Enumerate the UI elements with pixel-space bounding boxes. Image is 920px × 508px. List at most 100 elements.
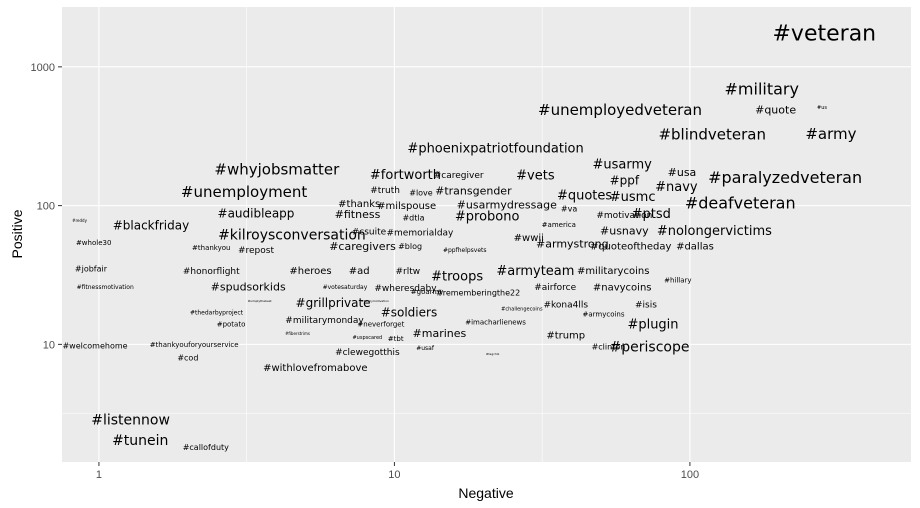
word-label: #whole30: [76, 239, 111, 247]
word-label: #tunein: [112, 433, 168, 449]
word-label: #rltw: [395, 267, 420, 277]
word-label: #honorflight: [183, 267, 240, 277]
word-label: #fitness: [335, 208, 381, 221]
word-label: #repost: [238, 246, 274, 256]
word-label: #armyteam: [496, 264, 574, 279]
word-label: #fiberstrims: [285, 331, 310, 336]
word-label: #grillprivate: [296, 296, 371, 310]
word-label: #deafveteran: [685, 193, 796, 212]
word-labels: #veteran #military #unemployedveteran #quot…: [62, 21, 876, 451]
word-label: #army: [805, 125, 856, 143]
word-label: #navy: [655, 180, 698, 195]
word-label: #trump: [546, 330, 585, 341]
word-label: #ptsd: [632, 207, 671, 222]
word-label: #blindveteran: [658, 125, 766, 143]
word-label: #clewegotthis: [335, 348, 400, 358]
x-axis-ticks: 1 10 100: [96, 462, 699, 481]
word-label: #probono: [455, 210, 520, 225]
x-tick-label: 1: [96, 469, 102, 481]
word-label: #heroes: [289, 266, 331, 277]
word-label: #wwii: [514, 233, 544, 244]
word-label: #periscope: [610, 340, 690, 356]
word-label: #love: [409, 188, 433, 197]
word-label: #usmc: [610, 190, 656, 205]
word-label: #usa: [668, 166, 697, 179]
word-label: #usarmy: [593, 157, 653, 172]
word-label: #familymotivation: [361, 299, 389, 303]
word-label: #transgender: [435, 185, 512, 198]
word-label: #challengecoins: [501, 307, 543, 313]
y-tick-label: 100: [37, 201, 55, 213]
word-label: #militarycoins: [577, 266, 649, 277]
word-label: #simplythebest: [248, 299, 273, 303]
word-label: #spudsorkids: [211, 281, 286, 294]
word-label: #vets: [516, 169, 555, 184]
word-label: #quotes: [557, 189, 612, 204]
word-label: #withlovefromabove: [263, 363, 368, 374]
word-label: #neverforget: [357, 321, 404, 329]
x-tick-label: 10: [388, 469, 400, 481]
x-axis-title: Negative: [458, 485, 513, 501]
word-label: #marines: [413, 327, 467, 340]
word-label: #fortworth: [370, 168, 441, 183]
word-label: #motivation: [596, 211, 652, 221]
word-label: #kilroysconversation: [218, 227, 366, 243]
word-label: #wheresdaby: [374, 284, 437, 294]
word-label: #isis: [635, 300, 657, 310]
word-label: #goarmy: [411, 288, 444, 296]
word-label: #dtla: [402, 213, 424, 222]
y-axis-title: Positive: [9, 209, 25, 258]
word-label: #csuite: [352, 228, 387, 238]
word-label: #military: [725, 79, 799, 98]
word-label: #clinton: [592, 343, 626, 352]
word-label: #plugin: [627, 318, 678, 333]
word-label: #quoteoftheday: [590, 242, 672, 253]
word-label: #nolongervictims: [657, 224, 772, 239]
word-label: #truth: [370, 186, 400, 196]
word-label: #thankyou: [192, 244, 230, 252]
word-label: #thanks: [338, 199, 380, 210]
word-label: #imacharlienews: [465, 318, 526, 326]
word-label: #ppfhelpsvets: [443, 247, 487, 254]
word-label: #navycoins: [593, 282, 652, 293]
word-label: #tagchik: [486, 352, 500, 356]
word-label: #votesaturday: [323, 284, 368, 291]
word-label: #thankyouforyourservice: [150, 341, 239, 349]
word-label: #paralyzedveteran: [708, 168, 862, 187]
word-label: #troops: [431, 270, 483, 285]
word-label: #america: [542, 221, 576, 229]
word-label: #milspouse: [377, 201, 436, 212]
word-label: #thedarbyproject: [190, 309, 244, 316]
word-label: #audibleapp: [218, 207, 295, 221]
word-label: #caregivers: [329, 240, 396, 253]
word-label: #jobfair: [75, 265, 108, 274]
word-label: #uspscared: [352, 335, 382, 341]
word-label: #armystrong: [536, 238, 609, 251]
word-label: #callofduty: [183, 443, 229, 452]
word-label: #unemployment: [181, 183, 308, 201]
word-label: #blog: [398, 242, 422, 251]
y-tick-label: 10: [43, 339, 55, 351]
word-label: #va: [561, 205, 577, 214]
plot-panel: [62, 7, 911, 462]
word-label: #kona4lls: [543, 300, 588, 310]
major-gridlines: [62, 7, 911, 462]
x-tick-label: 100: [681, 469, 699, 481]
word-label: #airforce: [534, 283, 576, 293]
word-label: #armycoins: [582, 311, 624, 319]
word-label: #fitnessmotivation: [77, 284, 134, 291]
word-label: #veteran: [773, 21, 877, 46]
word-label: #reddy: [72, 218, 87, 223]
word-label: #cod: [177, 354, 198, 363]
word-label: #tbt: [388, 335, 404, 343]
word-label: #hillary: [664, 277, 691, 285]
word-label: #potato: [217, 321, 246, 329]
word-label: #caregiver: [434, 171, 484, 181]
word-label: #usaf: [416, 345, 435, 352]
word-label: #quote: [755, 103, 796, 116]
word-label: #ppf: [610, 174, 640, 188]
word-label: #usnavy: [600, 225, 649, 238]
y-tick-label: 1000: [31, 62, 55, 74]
word-label: #welcomehome: [62, 341, 127, 350]
